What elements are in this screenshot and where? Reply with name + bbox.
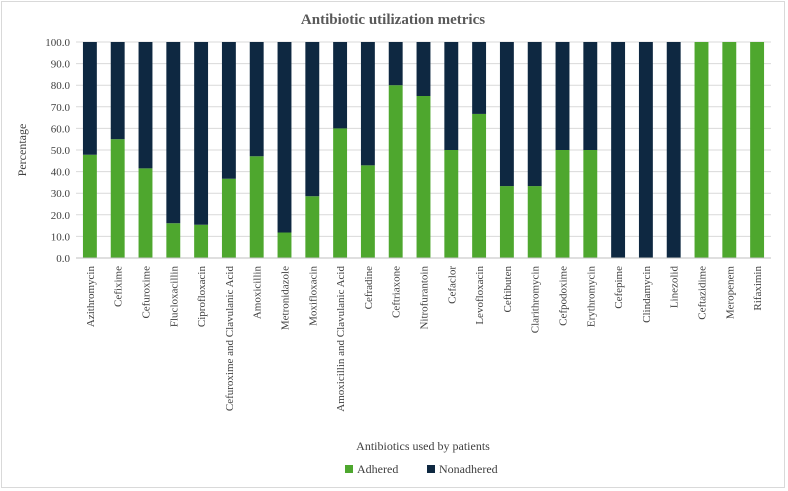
y-axis-title: Percentage xyxy=(15,124,29,177)
bar-nonadhered-12 xyxy=(416,42,431,96)
bar-nonadhered-20 xyxy=(638,42,653,258)
x-category-label: Ciprofloxacin xyxy=(196,266,208,328)
bar-adhered-15 xyxy=(499,186,514,258)
y-tick-label: 60.0 xyxy=(51,123,71,135)
x-category-label: Cefuroxime xyxy=(141,266,153,319)
bar-nonadhered-18 xyxy=(583,42,598,150)
bar-nonadhered-7 xyxy=(277,42,292,233)
bar-nonadhered-11 xyxy=(388,42,403,86)
bar-nonadhered-15 xyxy=(499,42,514,187)
bar-adhered-0 xyxy=(82,154,97,258)
x-category-label: Rifaximin xyxy=(752,266,764,311)
y-tick-label: 80.0 xyxy=(51,80,71,92)
bar-nonadhered-1 xyxy=(110,42,125,140)
x-category-label: Amoxicillin xyxy=(252,266,264,320)
x-category-label: Meropenem xyxy=(724,266,736,320)
x-category-label: Amoxicillin and Clavulanic Acid xyxy=(335,266,347,412)
bar-adhered-24 xyxy=(750,42,765,258)
bar-adhered-17 xyxy=(555,150,570,258)
x-category-label: Ceftazidime xyxy=(697,266,709,320)
bar-adhered-8 xyxy=(305,196,320,258)
bar-nonadhered-16 xyxy=(527,42,542,187)
x-axis-category-labels: Azithromycin Cefixime Cefuroxime Flucloxaci… xyxy=(85,266,764,412)
bar-nonadhered-21 xyxy=(666,42,681,258)
x-category-label: Cefradine xyxy=(363,266,375,309)
bar-nonadhered-14 xyxy=(472,42,487,114)
y-tick-label: 90.0 xyxy=(51,59,71,71)
x-category-label: Cefpodoxime xyxy=(558,266,570,326)
bar-nonadhered-9 xyxy=(333,42,348,129)
bar-adhered-11 xyxy=(388,85,403,258)
x-axis-title: Antibiotics used by patients xyxy=(356,439,490,453)
y-tick-label: 10.0 xyxy=(51,231,71,243)
x-category-label: Nitrofurantoin xyxy=(419,266,431,330)
bar-nonadhered-5 xyxy=(221,42,236,179)
x-category-label: Clarithromycin xyxy=(530,266,542,334)
bar-adhered-2 xyxy=(138,168,153,258)
x-category-label: Clindamycin xyxy=(641,266,653,323)
bar-nonadhered-13 xyxy=(444,42,459,150)
x-category-label: Cefixime xyxy=(113,266,125,307)
bar-adhered-16 xyxy=(527,186,542,258)
x-category-label: Cefuroxime and Clavulanic Acid xyxy=(224,266,236,412)
x-category-label: Azithromycin xyxy=(85,266,97,328)
x-category-label: Flucloxacillin xyxy=(168,266,180,328)
y-axis-ticks: 0.0 10.0 20.0 30.0 40.0 50.0 60.0 70.0 80.0 90.0 1… xyxy=(45,37,70,265)
y-tick-label: 20.0 xyxy=(51,210,71,222)
y-tick-label: 50.0 xyxy=(51,145,71,157)
bar-nonadhered-6 xyxy=(249,42,264,157)
bar-adhered-4 xyxy=(194,224,209,258)
bar-nonadhered-10 xyxy=(360,42,375,166)
y-tick-label: 40.0 xyxy=(51,167,71,179)
x-category-label: Cefepime xyxy=(613,266,625,309)
legend-label-adhered: Adhered xyxy=(357,462,398,476)
bar-adhered-7 xyxy=(277,232,292,258)
bars xyxy=(82,42,765,258)
bar-nonadhered-0 xyxy=(82,42,97,155)
bar-nonadhered-2 xyxy=(138,42,153,169)
y-tick-label: 70.0 xyxy=(51,102,71,114)
y-tick-label: 0.0 xyxy=(56,253,70,265)
x-category-label: Ceftriaxone xyxy=(391,266,403,318)
chart-title: Antibiotic utilization metrics xyxy=(301,12,485,28)
bar-adhered-18 xyxy=(583,150,598,258)
legend-label-nonadhered: Nonadhered xyxy=(439,462,498,476)
bar-adhered-14 xyxy=(472,113,487,258)
bar-adhered-10 xyxy=(360,165,375,258)
x-category-label: Ceftibuten xyxy=(502,266,514,313)
bar-nonadhered-3 xyxy=(166,42,181,224)
x-category-label: Cefaclor xyxy=(446,266,458,304)
x-category-label: Linezolid xyxy=(669,266,681,309)
bar-nonadhered-4 xyxy=(194,42,209,225)
bar-adhered-9 xyxy=(333,128,348,258)
bar-adhered-6 xyxy=(249,156,264,258)
bar-adhered-12 xyxy=(416,96,431,258)
bar-adhered-13 xyxy=(444,150,459,258)
x-category-label: Moxifloxacin xyxy=(307,266,319,326)
bar-adhered-5 xyxy=(221,178,236,258)
bar-adhered-23 xyxy=(722,42,737,258)
legend-swatch-adhered xyxy=(345,465,353,473)
bar-adhered-1 xyxy=(110,139,125,258)
bar-adhered-3 xyxy=(166,223,181,258)
y-tick-label: 100.0 xyxy=(45,37,70,49)
bar-adhered-22 xyxy=(694,42,709,258)
x-category-label: Levofloxacin xyxy=(474,266,486,325)
x-category-label: Metronidazole xyxy=(280,266,292,330)
x-category-label: Erythromycin xyxy=(585,266,597,328)
bar-nonadhered-19 xyxy=(611,42,626,258)
legend: Adhered Nonadhered xyxy=(345,462,498,476)
legend-swatch-nonadhered xyxy=(427,465,435,473)
bar-nonadhered-8 xyxy=(305,42,320,197)
bar-nonadhered-17 xyxy=(555,42,570,150)
y-tick-label: 30.0 xyxy=(51,188,71,200)
